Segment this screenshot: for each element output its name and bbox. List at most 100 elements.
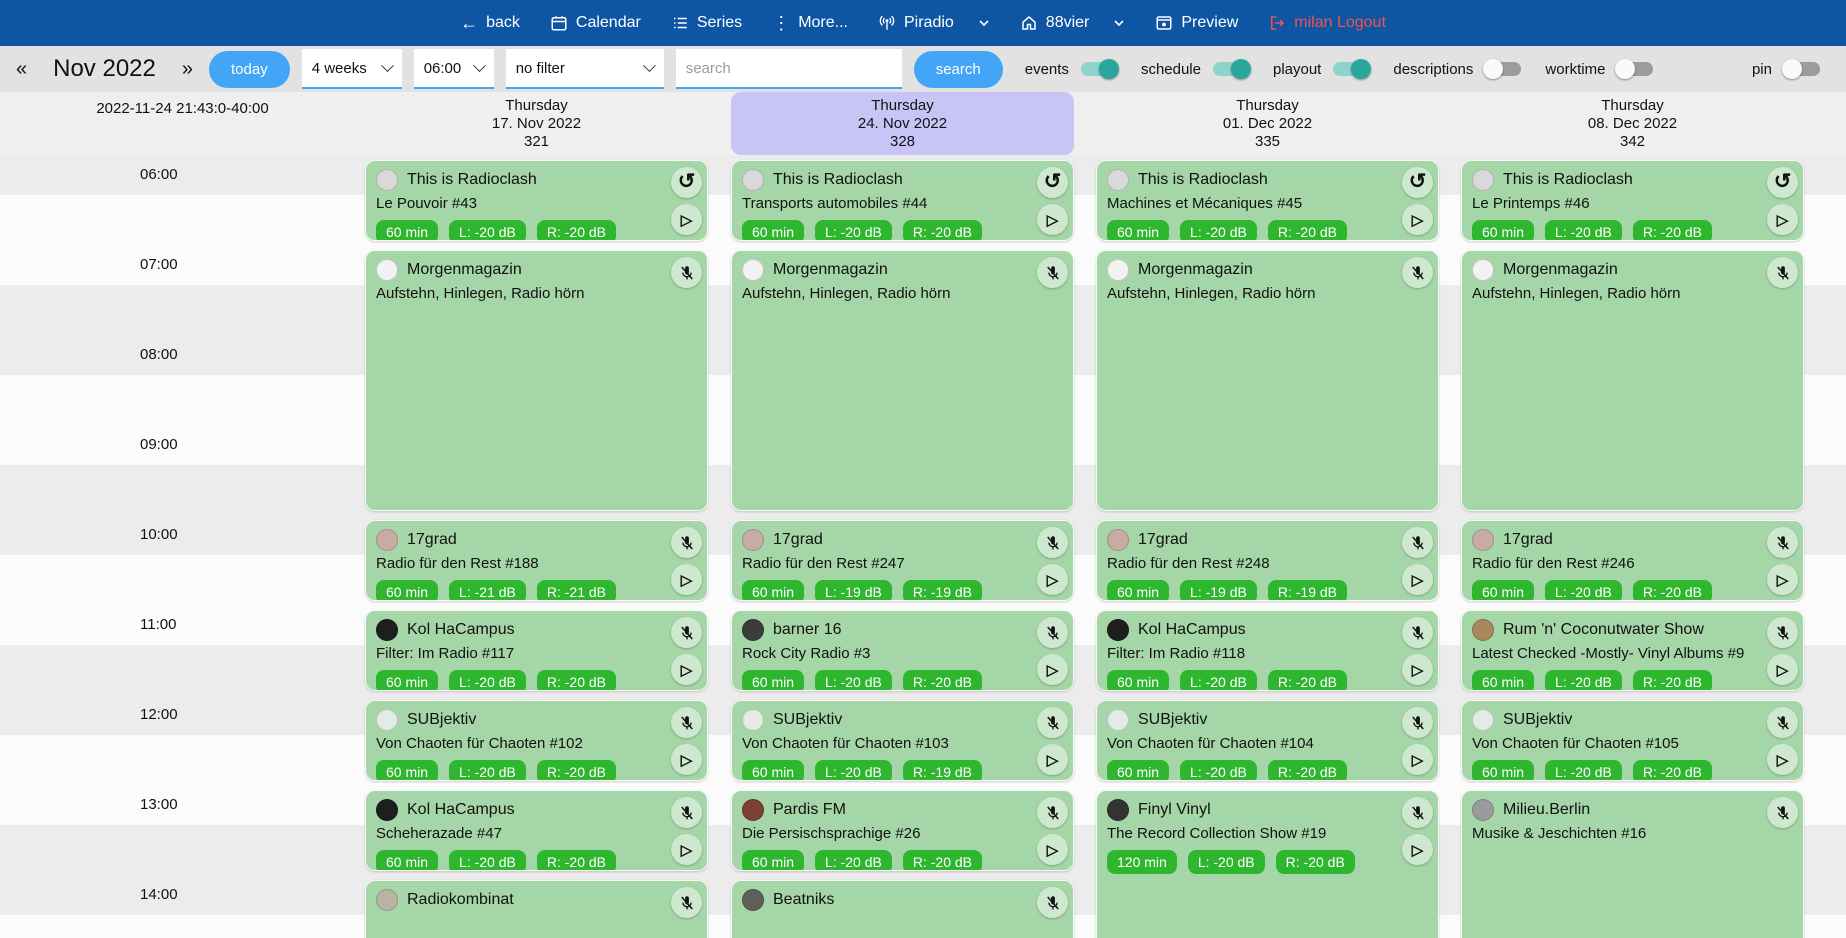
mic-off-icon[interactable] <box>671 797 702 828</box>
play-icon[interactable]: ▷ <box>1037 654 1068 685</box>
mic-off-icon[interactable] <box>1037 707 1068 738</box>
play-icon[interactable]: ▷ <box>1037 564 1068 595</box>
play-icon[interactable]: ▷ <box>1402 834 1433 865</box>
toggle-switch[interactable] <box>1212 59 1251 79</box>
event-card[interactable]: This is Radioclash Le Pouvoir #43 60 min… <box>365 160 708 241</box>
event-card[interactable]: barner 16 Rock City Radio #3 60 min L: -2… <box>731 610 1074 691</box>
play-icon[interactable]: ▷ <box>1767 654 1798 685</box>
mic-off-icon[interactable] <box>1402 707 1433 738</box>
nav-station-88vier[interactable]: 88vier <box>1020 14 1089 32</box>
mic-off-icon[interactable] <box>1037 617 1068 648</box>
event-card[interactable]: Morgenmagazin Aufstehn, Hinlegen, Radio … <box>1461 250 1804 511</box>
event-card[interactable]: 17grad Radio für den Rest #248 60 min L: … <box>1096 520 1439 601</box>
preview-button[interactable]: Preview <box>1155 14 1238 32</box>
toggle-switch[interactable] <box>1080 59 1119 79</box>
mic-off-icon[interactable] <box>1767 617 1798 648</box>
play-icon[interactable]: ▷ <box>671 564 702 595</box>
toggle-pin[interactable]: pin <box>1752 59 1820 79</box>
mic-off-icon[interactable] <box>1037 527 1068 558</box>
mic-off-icon[interactable] <box>1037 257 1068 288</box>
event-card[interactable]: SUBjektiv Von Chaoten für Chaoten #105 6… <box>1461 700 1804 781</box>
event-card[interactable]: Radiokombinat ↺ ▷ <box>365 880 708 938</box>
mic-off-icon[interactable] <box>1402 257 1433 288</box>
search-input[interactable] <box>675 49 902 89</box>
event-card[interactable]: 17grad Radio für den Rest #188 60 min L: … <box>365 520 708 601</box>
event-card[interactable]: Beatniks ↺ ▷ <box>731 880 1074 938</box>
play-icon[interactable]: ▷ <box>671 744 702 775</box>
mic-off-icon[interactable] <box>1767 707 1798 738</box>
play-icon[interactable]: ▷ <box>671 204 702 235</box>
mic-off-icon[interactable] <box>671 257 702 288</box>
mic-off-icon[interactable] <box>671 887 702 918</box>
range-select[interactable]: 4 weeks <box>301 49 402 89</box>
play-icon[interactable]: ▷ <box>671 654 702 685</box>
next-period-button[interactable]: » <box>181 57 193 80</box>
play-icon[interactable]: ▷ <box>1767 564 1798 595</box>
play-icon[interactable]: ▷ <box>1402 204 1433 235</box>
play-icon[interactable]: ▷ <box>1402 654 1433 685</box>
event-card[interactable]: Kol HaCampus Filter: Im Radio #118 60 mi… <box>1096 610 1439 691</box>
event-card[interactable]: SUBjektiv Von Chaoten für Chaoten #103 6… <box>731 700 1074 781</box>
mic-off-icon[interactable] <box>1767 527 1798 558</box>
play-icon[interactable]: ▷ <box>1037 204 1068 235</box>
piradio-dropdown-chevron[interactable] <box>978 17 990 29</box>
event-card[interactable]: This is Radioclash Transports automobile… <box>731 160 1074 241</box>
event-card[interactable]: Morgenmagazin Aufstehn, Hinlegen, Radio … <box>731 250 1074 511</box>
play-icon[interactable]: ▷ <box>1402 744 1433 775</box>
repeat-icon[interactable]: ↺ <box>671 167 702 198</box>
back-button[interactable]: ← back <box>460 14 520 32</box>
toggle-switch[interactable] <box>1782 59 1820 79</box>
nav-station-piradio[interactable]: Piradio <box>878 14 954 32</box>
event-card[interactable]: Rum 'n' Coconutwater Show Latest Checked… <box>1461 610 1804 691</box>
toggle-worktime[interactable]: worktime <box>1545 59 1654 79</box>
nav-more[interactable]: ⋮ More... <box>772 14 848 32</box>
event-card[interactable]: Morgenmagazin Aufstehn, Hinlegen, Radio … <box>365 250 708 511</box>
event-card[interactable]: Pardis FM Die Persischsprachige #26 60 m… <box>731 790 1074 871</box>
toggle-switch[interactable] <box>1483 59 1522 79</box>
event-card[interactable]: SUBjektiv Von Chaoten für Chaoten #102 6… <box>365 700 708 781</box>
play-icon[interactable]: ▷ <box>671 834 702 865</box>
toggle-switch[interactable] <box>1615 59 1654 79</box>
nav-series[interactable]: Series <box>671 14 742 32</box>
prev-period-button[interactable]: « <box>16 57 28 80</box>
toggle-playout[interactable]: playout <box>1273 59 1372 79</box>
repeat-icon[interactable]: ↺ <box>1767 167 1798 198</box>
mic-off-icon[interactable] <box>671 617 702 648</box>
mic-off-icon[interactable] <box>1767 797 1798 828</box>
play-icon[interactable]: ▷ <box>1402 564 1433 595</box>
event-card[interactable]: Milieu.Berlin Musike & Jeschichten #16 ↺… <box>1461 790 1804 938</box>
event-card[interactable]: Morgenmagazin Aufstehn, Hinlegen, Radio … <box>1096 250 1439 511</box>
88vier-dropdown-chevron[interactable] <box>1113 17 1125 29</box>
repeat-icon[interactable]: ↺ <box>1037 167 1068 198</box>
repeat-icon[interactable]: ↺ <box>1402 167 1433 198</box>
event-card[interactable]: Kol HaCampus Scheherazade #47 60 min L: -… <box>365 790 708 871</box>
filter-select[interactable]: no filter <box>505 49 664 89</box>
event-card[interactable]: 17grad Radio für den Rest #247 60 min L: … <box>731 520 1074 601</box>
mic-off-icon[interactable] <box>671 707 702 738</box>
toggle-descriptions[interactable]: descriptions <box>1393 59 1522 79</box>
toggle-events[interactable]: events <box>1025 59 1119 79</box>
event-card[interactable]: This is Radioclash Machines et Mécanique… <box>1096 160 1439 241</box>
mic-off-icon[interactable] <box>671 527 702 558</box>
toggle-schedule[interactable]: schedule <box>1141 59 1251 79</box>
mic-off-icon[interactable] <box>1767 257 1798 288</box>
mic-off-icon[interactable] <box>1402 617 1433 648</box>
play-icon[interactable]: ▷ <box>1037 744 1068 775</box>
mic-off-icon[interactable] <box>1402 527 1433 558</box>
event-card[interactable]: This is Radioclash Le Printemps #46 60 m… <box>1461 160 1804 241</box>
today-button[interactable]: today <box>209 50 290 88</box>
mic-off-icon[interactable] <box>1402 797 1433 828</box>
event-card[interactable]: SUBjektiv Von Chaoten für Chaoten #104 6… <box>1096 700 1439 781</box>
play-icon[interactable]: ▷ <box>1767 204 1798 235</box>
nav-calendar[interactable]: Calendar <box>550 14 641 32</box>
event-card[interactable]: Finyl Vinyl The Record Collection Show #… <box>1096 790 1439 938</box>
mic-off-icon[interactable] <box>1037 887 1068 918</box>
play-icon[interactable]: ▷ <box>1037 834 1068 865</box>
event-card[interactable]: Kol HaCampus Filter: Im Radio #117 60 mi… <box>365 610 708 691</box>
event-card[interactable]: 17grad Radio für den Rest #246 60 min L: … <box>1461 520 1804 601</box>
play-icon[interactable]: ▷ <box>1767 744 1798 775</box>
search-button[interactable]: search <box>913 50 1003 88</box>
start-time-select[interactable]: 06:00 <box>413 49 494 89</box>
toggle-switch[interactable] <box>1333 59 1372 79</box>
mic-off-icon[interactable] <box>1037 797 1068 828</box>
